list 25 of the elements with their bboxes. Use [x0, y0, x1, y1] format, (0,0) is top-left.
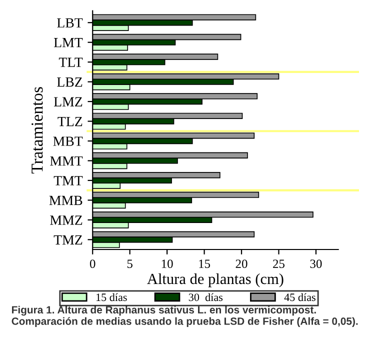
x-tick-label: 20 [236, 260, 248, 268]
y-tick-label: MMZ [50, 216, 82, 225]
y-tick-label: TLT [58, 58, 83, 67]
y-tick-label: MMB [49, 196, 82, 206]
y-tick-label: MBT [53, 136, 83, 146]
x-axis-title: Altura de plantas (cm) [147, 273, 284, 288]
y-axis-title: Tratamientos [32, 87, 43, 174]
y-tick-label: LMT [54, 38, 83, 48]
legend-label: 30 días [188, 293, 223, 302]
legend-label: 15 días [96, 293, 127, 302]
x-tick-label: 5 [127, 260, 132, 268]
y-tick-label: LBT [57, 18, 83, 28]
y-tick-label: TLZ [58, 116, 82, 126]
y-tick-label: TMT [54, 176, 83, 186]
y-tick-label: LBZ [57, 78, 82, 87]
legend-label: 45 días [284, 293, 316, 302]
x-tick-label: 15 [199, 260, 210, 268]
x-tick-label: 0 [90, 260, 96, 268]
x-tick-label: 25 [273, 260, 285, 268]
x-tick-label: 30 [310, 260, 322, 268]
y-tick-label: MMT [50, 156, 83, 166]
text: Figura 1. Altura de Raphanus sativus L. en los vermicompost. Comparación de medias usando la prueba LSD de Fisher (Alfa = 0,05). [12, 306, 358, 327]
x-tick-label: 10 [162, 260, 173, 268]
y-tick-label: TMZ [54, 235, 82, 244]
y-tick-label: LMZ [54, 97, 82, 106]
